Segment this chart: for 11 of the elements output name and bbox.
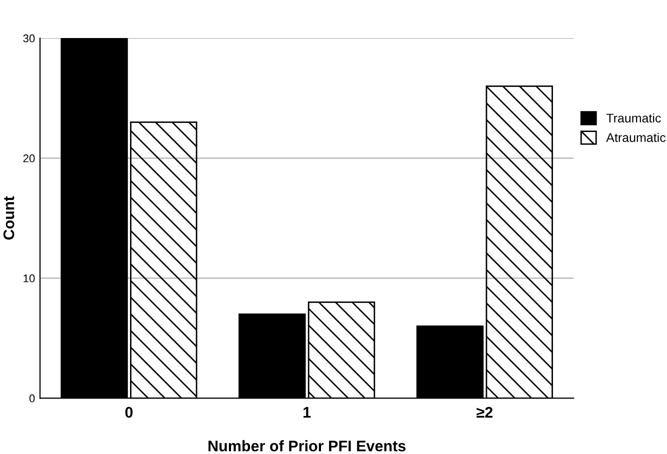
legend-label: Traumatic xyxy=(606,113,661,123)
legend-label: Atraumatic xyxy=(606,132,666,142)
x-tick-label: ≥2 xyxy=(476,406,493,418)
y-axis-title: Count xyxy=(3,196,14,240)
x-tick-label: 0 xyxy=(125,406,133,418)
x-axis-title: Number of Prior PFI Events xyxy=(208,440,406,452)
x-tick-label: 1 xyxy=(304,407,311,418)
y-tick-label: 10 xyxy=(24,274,35,282)
y-tick-label: 30 xyxy=(23,34,35,42)
y-tick-label: 20 xyxy=(23,154,35,162)
y-tick-label: 0 xyxy=(29,394,35,402)
